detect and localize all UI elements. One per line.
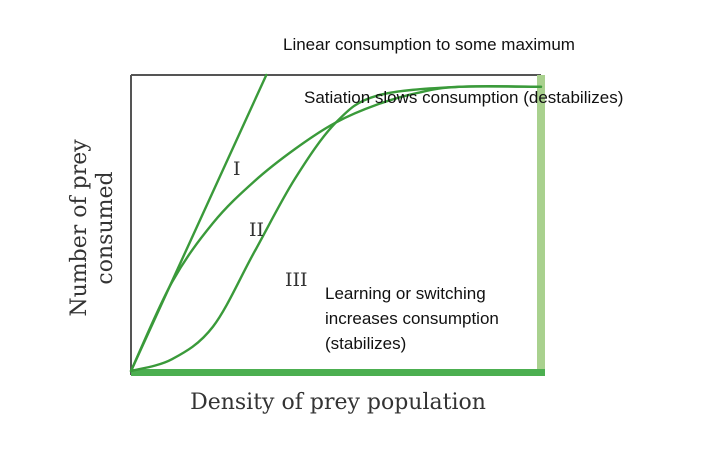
annotation-learning-line1: Learning or switching (325, 284, 486, 303)
curve-II (129, 85, 543, 373)
right-axis-bar (537, 75, 545, 376)
bottom-axis-bar (131, 369, 545, 376)
curve-III (129, 84, 543, 373)
y-axis-label-line1: Number of prey (67, 139, 92, 317)
curve-label-II: II (249, 219, 264, 241)
annotation-linear: Linear consumption to some maximum (283, 35, 575, 54)
x-axis-label: Density of prey population (190, 390, 486, 415)
curve-label-I: I (233, 158, 241, 180)
curve-label-III: III (285, 269, 308, 291)
annotation-learning-line3: (stabilizes) (325, 334, 406, 353)
annotation-learning-line2: increases consumption (325, 309, 499, 328)
y-axis-label-line2: consumed (93, 171, 118, 284)
annotation-satiation: Satiation slows consumption (destabilize… (304, 88, 623, 107)
